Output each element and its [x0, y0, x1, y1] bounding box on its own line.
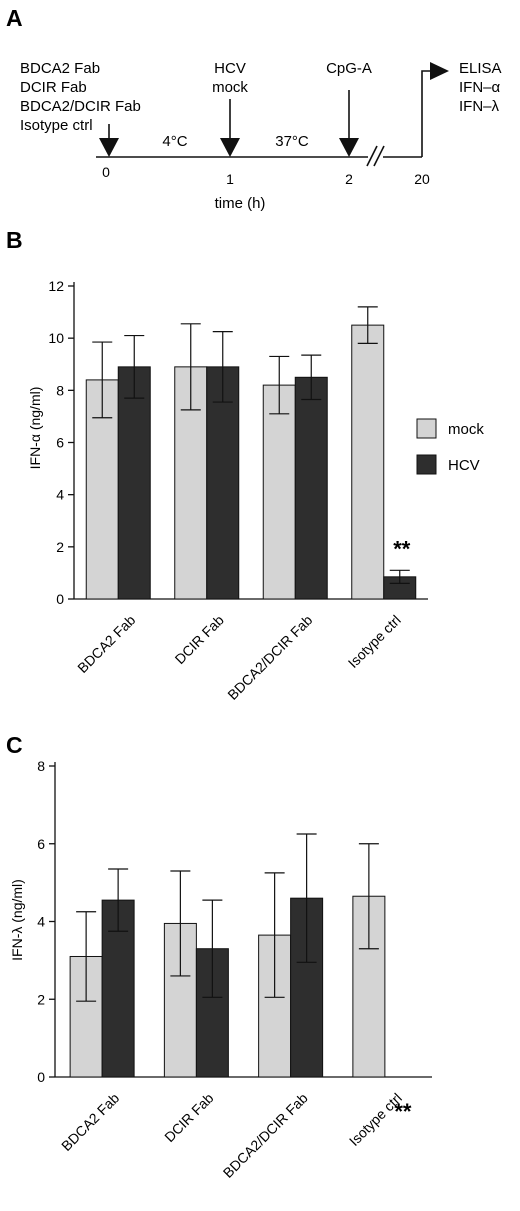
- legend-label-hcv: HCV: [448, 457, 480, 474]
- treatment-arrow: [99, 124, 119, 157]
- temperature-label: 4°C: [162, 133, 187, 150]
- y-tick-label: 10: [48, 330, 64, 346]
- time-tick-label: 1: [226, 171, 234, 187]
- panel-a: A BDCA2 Fab DCIR Fab BDCA2/DCIR Fab Isot…: [6, 5, 502, 212]
- significance-annotation: **: [393, 536, 411, 561]
- error-bar: [212, 331, 233, 403]
- y-tick-label: 6: [37, 836, 45, 852]
- x-tick-label: BDCA2/DCIR Fab: [220, 1090, 311, 1181]
- readout-label: ELISA: [459, 60, 502, 77]
- legend-swatch-mock: [416, 418, 437, 439]
- bar-hcv: [117, 366, 151, 600]
- error-bar: [108, 868, 129, 932]
- error-bar: [357, 306, 378, 344]
- y-tick-label: 8: [37, 758, 45, 774]
- error-bar: [264, 872, 285, 998]
- y-tick-label: 6: [56, 435, 64, 451]
- panel-a-label: A: [6, 5, 23, 31]
- y-axis-label: IFN-α (ng/ml): [27, 387, 43, 470]
- x-tick-label: BDCA2/DCIR Fab: [224, 612, 315, 703]
- error-bar: [170, 870, 191, 977]
- y-tick-label: 12: [48, 278, 64, 294]
- bar-mock: [85, 379, 119, 600]
- treatment-label: BDCA2 Fab: [20, 60, 100, 77]
- readout-arrow: [421, 62, 449, 157]
- panel-c-label: C: [6, 732, 23, 758]
- panel-b-label: B: [6, 227, 23, 253]
- y-tick-label: 0: [56, 591, 64, 607]
- time-tick-label: 2: [345, 171, 353, 187]
- temperature-label: 37°C: [275, 133, 309, 150]
- bar-hcv: [294, 376, 328, 600]
- infection-arrow: [220, 99, 240, 157]
- time-axis-label: time (h): [215, 195, 266, 212]
- error-bar: [301, 354, 322, 401]
- y-tick-label: 8: [56, 382, 64, 398]
- legend: mock HCV: [416, 418, 484, 475]
- infection-label: HCV: [214, 60, 246, 77]
- treatment-label: Isotype ctrl: [20, 117, 93, 134]
- readout-label: IFN–α: [459, 79, 501, 96]
- significance-annotation: **: [394, 1099, 412, 1124]
- axis-break-mark: [366, 145, 378, 167]
- time-tick-label: 20: [414, 171, 430, 187]
- error-bar: [389, 569, 410, 584]
- error-bar: [296, 833, 317, 963]
- stimulus-label: CpG-A: [326, 60, 372, 77]
- x-tick-label: BDCA2 Fab: [58, 1090, 122, 1154]
- error-bar: [76, 911, 97, 1002]
- legend-label-mock: mock: [448, 421, 484, 438]
- panel-b: B IFN-α (ng/ml) 0 2 4 6 8 10 12 BDCA2 Fab DCIR F…: [6, 227, 484, 703]
- bar-mock: [262, 384, 296, 600]
- bar-hcv: [206, 366, 240, 600]
- error-bar: [124, 334, 145, 399]
- panel-c: C IFN-λ (ng/ml) 0 2 4 6 8 BDCA2 Fab DCIR Fab BD…: [6, 732, 432, 1181]
- y-tick-label: 0: [37, 1069, 45, 1085]
- readout-label: IFN–λ: [459, 98, 500, 115]
- error-bar: [202, 899, 223, 998]
- y-axis-label: IFN-λ (ng/ml): [9, 879, 25, 961]
- axis-break-mark: [373, 145, 385, 167]
- y-tick-label: 4: [56, 487, 64, 503]
- stimulus-arrow: [339, 90, 359, 157]
- infection-label: mock: [212, 79, 248, 96]
- error-bar: [180, 323, 201, 411]
- y-tick-label: 2: [56, 539, 64, 555]
- bar-mock: [351, 324, 385, 600]
- x-tick-label: DCIR Fab: [161, 1090, 216, 1145]
- error-bar: [92, 341, 113, 419]
- legend-swatch-hcv: [416, 454, 437, 475]
- error-bar: [269, 355, 290, 415]
- y-tick-label: 2: [37, 991, 45, 1007]
- treatment-label: DCIR Fab: [20, 79, 87, 96]
- error-bar: [358, 843, 379, 950]
- x-tick-label: Isotype ctrl: [345, 612, 404, 671]
- treatment-label: BDCA2/DCIR Fab: [20, 98, 141, 115]
- y-tick-label: 4: [37, 914, 45, 930]
- x-tick-label: BDCA2 Fab: [74, 612, 138, 676]
- x-tick-label: DCIR Fab: [172, 612, 227, 667]
- time-tick-label: 0: [102, 164, 110, 180]
